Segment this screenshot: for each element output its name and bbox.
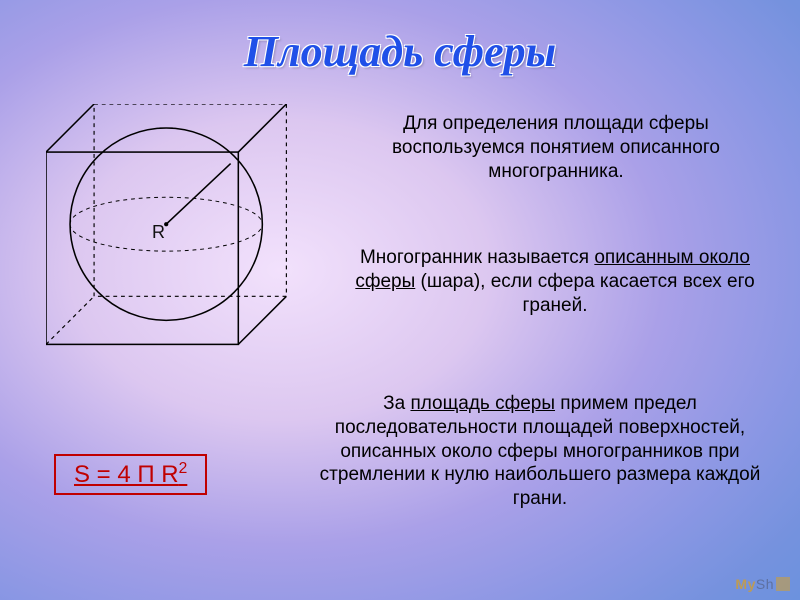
logo-box-icon [776, 577, 790, 591]
logo-my: My [735, 576, 755, 592]
formula-text: S = 4 П R [74, 461, 179, 488]
sphere-in-cube-diagram [46, 104, 296, 354]
p2-post: (шара), если сфера касается всех его гра… [415, 271, 754, 316]
formula-sup: 2 [179, 460, 188, 477]
paragraph-2: Многогранник называется описанным около … [336, 246, 774, 317]
p3-pre: За [383, 393, 410, 414]
p3-underline: площадь сферы [410, 393, 555, 414]
radius-label: R [152, 222, 165, 243]
paragraph-3: За площадь сферы примем предел последова… [300, 392, 780, 511]
watermark-logo: MySh [735, 576, 790, 592]
page-title: Площадь сферы [244, 26, 556, 77]
paragraph-1: Для определения площади сферы воспользуе… [336, 112, 776, 183]
formula-box: S = 4 П R2 [54, 454, 207, 495]
p2-pre: Многогранник называется [360, 247, 594, 268]
logo-sh: Sh [756, 576, 774, 592]
